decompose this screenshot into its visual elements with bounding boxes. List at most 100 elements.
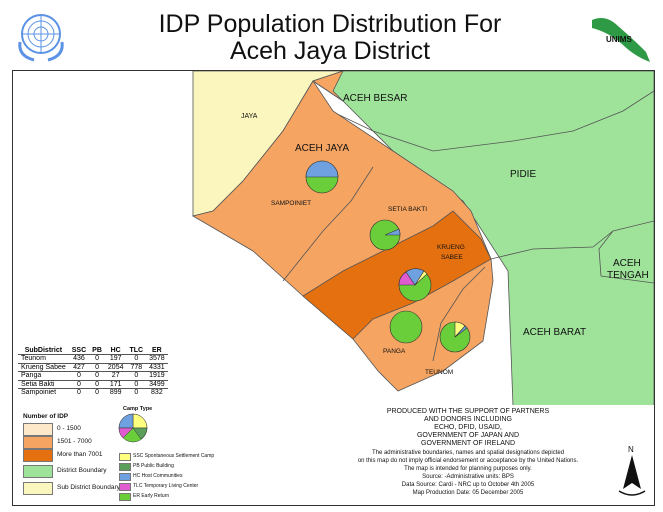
legend-class-low: 0 - 1500 bbox=[57, 425, 81, 432]
aceh-barat-boundary bbox=[490, 220, 654, 260]
legend-camp-tlc: TLC Temporary Living Center bbox=[133, 483, 199, 489]
table-cell: 832 bbox=[146, 388, 168, 397]
label-panga: PANGA bbox=[383, 348, 406, 355]
note-line-3: ECHO, DFID, USAID, bbox=[434, 424, 502, 431]
table-cell: Teunom bbox=[18, 354, 69, 363]
legend-camp-pie bbox=[118, 413, 148, 443]
legend-camp-type-title: Camp Type bbox=[123, 406, 153, 412]
note-line-2: AND DONORS INCLUDING bbox=[424, 416, 512, 423]
table-row: Panga 0 0 27 0 1919 bbox=[18, 371, 168, 380]
note-line-11: Map Production Date: 05 December 2005 bbox=[412, 490, 524, 496]
legend-camp-ssc: SSC Spontaneous Settlement Camp bbox=[133, 453, 215, 459]
table-cell: 171 bbox=[104, 379, 127, 389]
table-cell: 1919 bbox=[146, 371, 168, 380]
map-title-line2: Aceh Jaya District bbox=[229, 37, 431, 65]
panga-boundary bbox=[432, 266, 486, 362]
table-cell: 0 bbox=[126, 379, 147, 389]
label-aceh-besar: ACEH BESAR bbox=[343, 93, 407, 104]
note-line-5: GOVERNMENT OF IRELAND bbox=[421, 440, 515, 447]
table-cell: 3499 bbox=[146, 379, 168, 389]
un-emblem-icon bbox=[18, 14, 64, 62]
table-cell: 427 bbox=[68, 362, 90, 372]
label-aceh-tengah-1: ACEH bbox=[613, 258, 641, 269]
table-cell: 0 bbox=[68, 388, 90, 397]
label-krueng-sabee-1: KRUENG bbox=[437, 244, 465, 251]
note-line-9: Source: -Administrative units: BPS bbox=[422, 474, 514, 480]
sampoiniet-boundary bbox=[282, 166, 374, 282]
table-cell: 27 bbox=[104, 371, 127, 380]
table-cell: 436 bbox=[68, 354, 90, 363]
legend-swatch-subdistrict bbox=[23, 482, 53, 495]
map-frame: JAYA ACEH BESAR ACEH JAYA PIDIE SAMPOINI… bbox=[12, 70, 655, 407]
table-cell: 0 bbox=[89, 354, 105, 363]
table-header: TLC bbox=[129, 347, 144, 354]
table-cell: 4331 bbox=[146, 362, 168, 372]
legend-panel: Number of IDP 0 - 1500 1501 - 7000 More … bbox=[12, 405, 655, 506]
table-cell: 0 bbox=[126, 388, 147, 397]
table-cell: Krueng Sabee bbox=[18, 362, 69, 372]
legend-camp-hc: HC Host Communities bbox=[133, 473, 183, 479]
label-setia-bakti: SETIA BAKTI bbox=[388, 206, 427, 213]
label-jaya: JAYA bbox=[241, 113, 258, 120]
note-line-10: Data Source: Cardi - NRC up to October 4… bbox=[401, 482, 535, 488]
table-cell: 778 bbox=[126, 362, 147, 372]
legend-swatch-mid bbox=[23, 436, 53, 449]
aceh-jaya-district bbox=[191, 71, 494, 392]
label-aceh-jaya: ACEH JAYA bbox=[295, 143, 349, 154]
north-label: N bbox=[628, 445, 634, 454]
table-row: Teunom 436 0 197 0 3578 bbox=[18, 354, 168, 363]
legend-swatch-er bbox=[119, 493, 131, 501]
label-aceh-tengah-2: TENGAH bbox=[607, 270, 649, 281]
map-title-line1: IDP Population Distribution For bbox=[158, 10, 502, 38]
table-cell: 0 bbox=[68, 379, 90, 389]
unims-logo-icon: UNIMS bbox=[592, 18, 650, 62]
unims-logo-text: UNIMS bbox=[606, 35, 632, 44]
table-cell: 0 bbox=[68, 371, 90, 380]
table-cell: Panga bbox=[18, 371, 69, 380]
legend-district-boundary: District Boundary bbox=[57, 467, 107, 474]
label-krueng-sabee-2: SABEE bbox=[441, 254, 463, 261]
map-canvas: JAYA ACEH BESAR ACEH JAYA PIDIE SAMPOINI… bbox=[191, 71, 654, 406]
label-sampoiniet: SAMPOINIET bbox=[271, 200, 311, 207]
pie-setia-bakti bbox=[369, 219, 401, 251]
label-aceh-barat: ACEH BARAT bbox=[523, 327, 586, 338]
table-row: Krueng Sabee 427 0 2054 778 4331 bbox=[18, 362, 168, 372]
legend-swatch-tlc bbox=[119, 483, 131, 491]
table-cell: 0 bbox=[89, 371, 105, 380]
table-cell: 197 bbox=[104, 354, 127, 363]
table-cell: 3578 bbox=[146, 354, 168, 363]
aceh-besar-boundary bbox=[330, 90, 654, 152]
pie-krueng-sabee bbox=[398, 268, 432, 302]
legend-class-high: More than 7001 bbox=[57, 451, 103, 458]
note-line-1: PRODUCED WITH THE SUPPORT OF PARTNERS bbox=[386, 408, 550, 415]
legend-swatch-high bbox=[23, 449, 53, 462]
table-cell: 0 bbox=[89, 362, 105, 372]
table-row: Setia Bakti 0 0 171 0 3499 bbox=[18, 379, 168, 389]
table-header: SSC bbox=[71, 347, 87, 354]
table-cell: 0 bbox=[89, 379, 105, 389]
table-cell: 0 bbox=[126, 371, 147, 380]
north-arrow-icon: N bbox=[618, 445, 646, 496]
table-cell: 0 bbox=[126, 354, 147, 363]
table-header: ER bbox=[152, 347, 162, 354]
table-cell: 0 bbox=[89, 388, 105, 397]
legend-number-title: Number of IDP bbox=[23, 413, 69, 420]
table-header: HC bbox=[110, 347, 121, 354]
legend-swatch-ssc bbox=[119, 453, 131, 461]
aceh-tengah-boundary bbox=[598, 230, 654, 284]
table-cell: 2054 bbox=[104, 362, 127, 372]
legend-swatch-hc bbox=[119, 473, 131, 481]
pie-teunom bbox=[439, 321, 471, 353]
legend-swatch-pb bbox=[119, 463, 131, 471]
table-cell: 899 bbox=[104, 388, 127, 397]
label-teunom: TEUNOM bbox=[425, 369, 453, 376]
label-pidie: PIDIE bbox=[510, 169, 536, 180]
table-header: SubDistrict bbox=[24, 347, 63, 354]
note-line-8: The map is intended for planning purpose… bbox=[404, 466, 532, 472]
table-row: Sampoiniet 0 0 899 0 832 bbox=[18, 388, 168, 397]
note-line-6: The administrative boundaries, names and… bbox=[371, 450, 565, 456]
legend-swatch-district bbox=[23, 465, 53, 478]
legend-sub-district-boundary: Sub District Boundary bbox=[57, 484, 120, 491]
pie-sampoiniet bbox=[305, 160, 339, 194]
legend-swatch-low bbox=[23, 423, 53, 436]
